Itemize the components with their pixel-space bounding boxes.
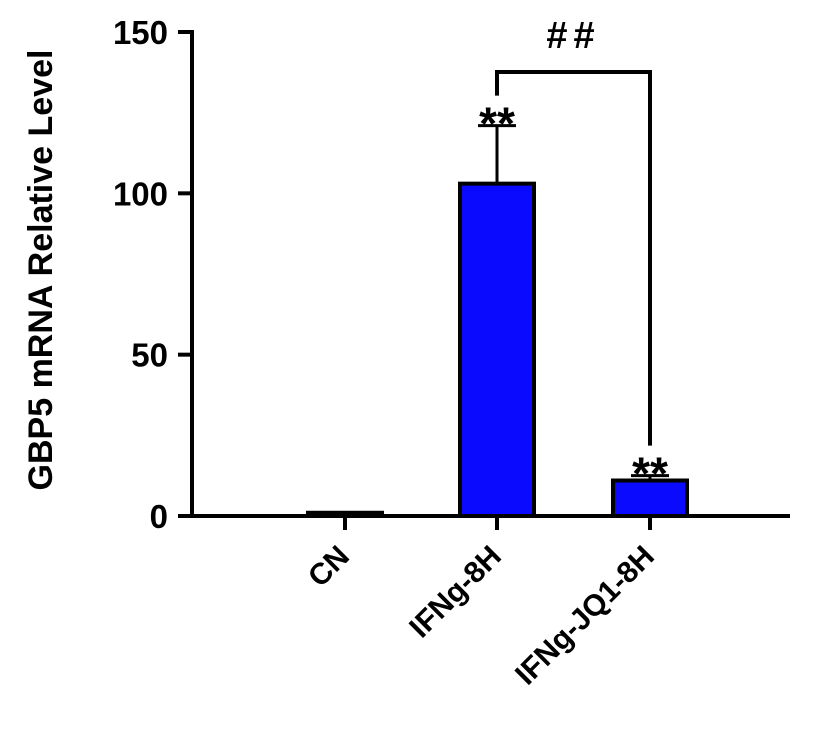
x-tick-label-ifng-8h: IFNg-8H	[403, 540, 508, 645]
significance-label: **	[632, 448, 668, 500]
significance-label: **	[479, 98, 515, 150]
y-tick-label: 100	[113, 175, 168, 212]
comparison-label: ##	[546, 15, 600, 57]
x-tick-label-ifng-jq1-8h: IFNg-JQ1-8H	[509, 540, 661, 692]
y-tick-label: 0	[150, 498, 168, 535]
bar-ifng-8h	[458, 181, 536, 519]
comparison-bracket	[495, 70, 652, 446]
x-tick-label-cn: CN	[302, 540, 356, 594]
y-tick-label: 150	[113, 14, 168, 51]
y-tick-label: 50	[131, 337, 168, 374]
y-axis-label: GBP5 mRNA Relative Level	[22, 50, 60, 491]
